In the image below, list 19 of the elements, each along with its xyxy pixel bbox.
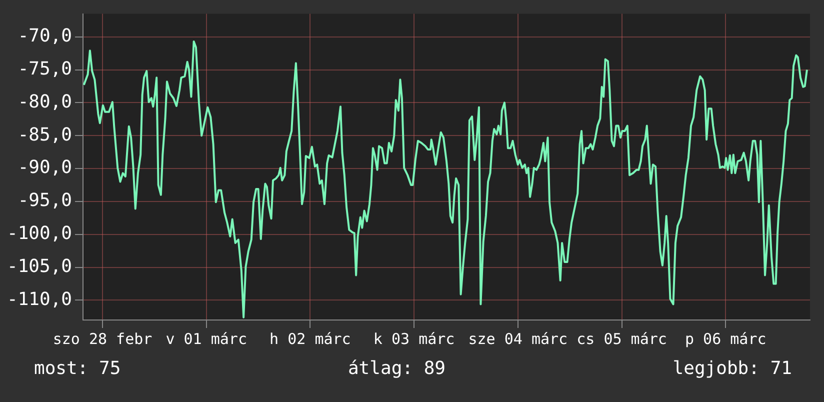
text: legjobb: 71: [672, 358, 792, 379]
y-tick-label: -110,0: [6, 288, 72, 310]
x-tick-label: sze 04 márc: [468, 330, 568, 348]
y-tick-label: -95,0: [18, 190, 72, 212]
text: átlag: 89: [348, 358, 446, 379]
x-tick-label: v 01 márc: [166, 330, 247, 348]
y-tick-label: -90,0: [18, 157, 72, 178]
y-tick-label: -75,0: [18, 58, 72, 80]
y-tick-label: -85,0: [18, 124, 72, 146]
y-tick-label: -100,0: [6, 223, 72, 244]
y-tick-label: -80,0: [18, 91, 72, 112]
y-tick-label: -70,0: [18, 26, 72, 47]
x-tick-label: p 06 márc: [684, 330, 766, 348]
x-tick-label: k 03 márc: [373, 330, 455, 348]
x-tick-label: szo 28 febr: [52, 330, 152, 348]
x-tick-label: cs 05 márc: [576, 330, 667, 348]
x-tick-label: h 02 márc: [270, 330, 351, 348]
y-tick-label: -105,0: [6, 256, 72, 277]
text: most: 75: [34, 358, 121, 379]
